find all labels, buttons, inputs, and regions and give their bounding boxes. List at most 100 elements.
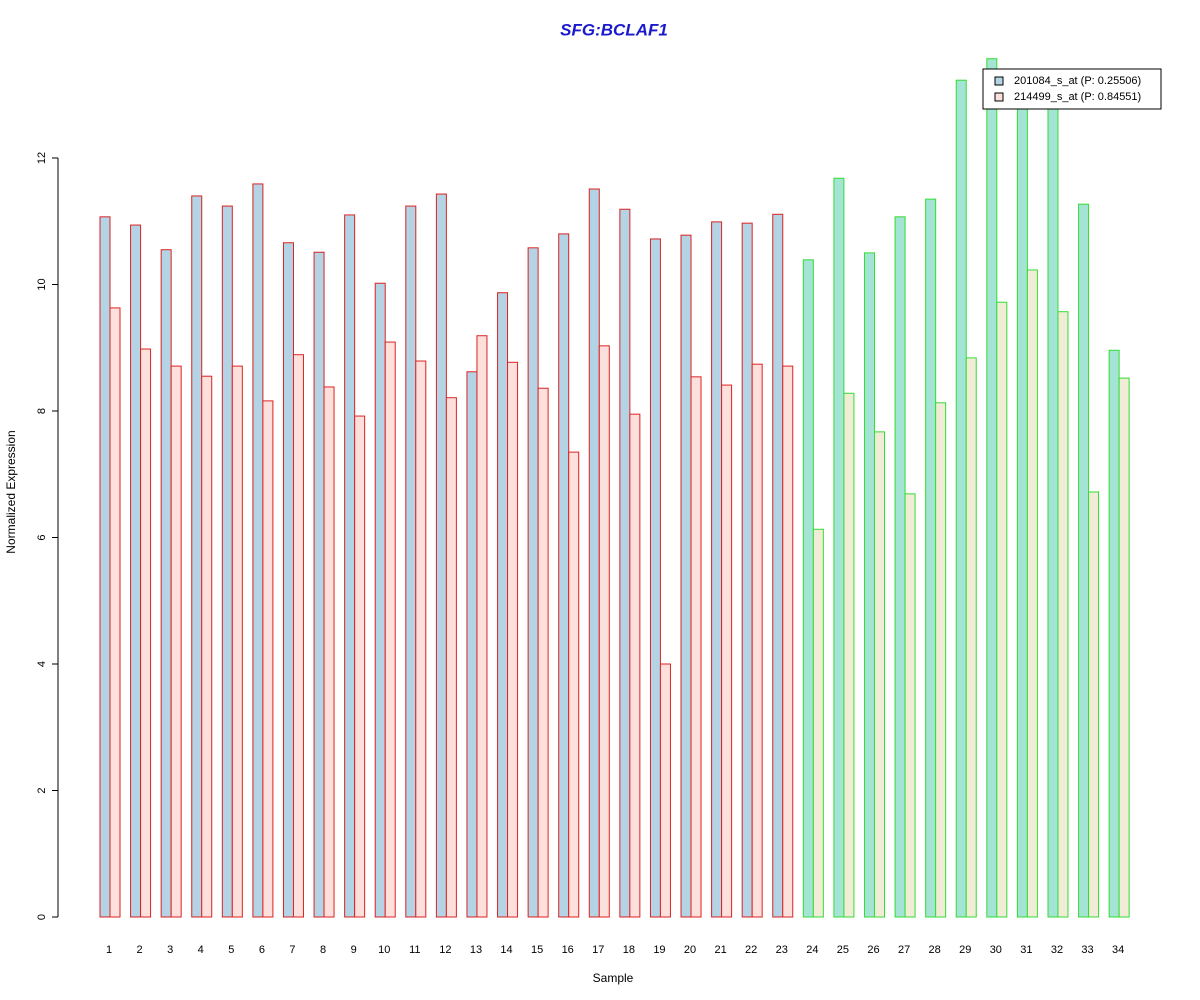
bar: [741, 222, 753, 918]
x-tick-label: 31: [1020, 944, 1032, 956]
bar: [221, 205, 233, 918]
x-tick-label: 20: [684, 944, 696, 956]
x-tick-label: 32: [1051, 944, 1063, 956]
bar: [690, 376, 702, 918]
x-tick-label: 4: [198, 944, 204, 956]
x-axis-label: Sample: [593, 971, 634, 985]
x-tick-label: 27: [898, 944, 910, 956]
bar: [935, 402, 947, 918]
bar: [812, 528, 824, 918]
x-tick-label: 30: [990, 944, 1002, 956]
bar: [843, 392, 855, 918]
bar: [680, 234, 692, 918]
bar: [782, 365, 794, 918]
bar: [1016, 87, 1028, 918]
bar: [649, 238, 661, 918]
bar: [568, 451, 580, 918]
bar: [1078, 203, 1090, 918]
bar: [588, 188, 600, 918]
x-tick-label: 23: [776, 944, 788, 956]
bar: [99, 216, 111, 918]
x-tick-label: 12: [439, 944, 451, 956]
x-tick-label: 18: [623, 944, 635, 956]
bar: [1026, 269, 1038, 918]
bar: [282, 242, 294, 918]
bar: [1108, 349, 1120, 918]
x-tick-label: 24: [806, 944, 818, 956]
bar: [965, 357, 977, 918]
x-tick-label: 17: [592, 944, 604, 956]
legend-swatch: [994, 92, 1004, 102]
bar: [629, 413, 641, 918]
bar: [130, 224, 142, 918]
bar: [476, 335, 488, 918]
x-tick-label: 5: [228, 944, 234, 956]
y-tick-label: 0: [36, 914, 48, 920]
legend-box: [982, 68, 1162, 110]
bar: [996, 301, 1008, 918]
bar: [619, 208, 631, 918]
bar: [109, 307, 121, 918]
x-tick-label: 14: [500, 944, 512, 956]
bar: [313, 251, 325, 918]
bar: [955, 79, 967, 918]
bar: [191, 195, 203, 918]
bar: [231, 365, 243, 918]
x-tick-label: 6: [259, 944, 265, 956]
bar: [1118, 377, 1130, 918]
bar: [751, 363, 763, 918]
chart-title: SFG:BCLAF1: [560, 20, 668, 39]
bar: [1088, 491, 1100, 918]
x-tick-label: 13: [470, 944, 482, 956]
bar: [170, 365, 182, 918]
x-tick-label: 11: [409, 944, 420, 956]
bar: [344, 214, 356, 918]
bar: [864, 252, 875, 918]
bar: [558, 233, 570, 918]
bar: [904, 493, 916, 918]
bar: [507, 361, 519, 918]
y-tick-label: 8: [36, 408, 48, 414]
x-tick-label: 33: [1081, 944, 1093, 956]
bar: [833, 177, 845, 918]
bar: [925, 198, 937, 918]
legend-swatch: [994, 76, 1004, 86]
x-tick-label: 15: [531, 944, 543, 956]
x-tick-label: 25: [837, 944, 849, 956]
y-tick-label: 6: [36, 534, 48, 540]
x-tick-label: 21: [714, 944, 726, 956]
bar: [894, 216, 906, 918]
bar: [354, 415, 366, 918]
x-tick-label: 26: [867, 944, 879, 956]
bar: [659, 663, 671, 918]
x-tick-label: 22: [745, 944, 757, 956]
bar: [497, 292, 509, 918]
x-tick-label: 3: [167, 944, 173, 956]
bar: [292, 354, 304, 918]
bar: [374, 282, 386, 918]
x-tick-label: 2: [137, 944, 143, 956]
x-tick-label: 16: [562, 944, 574, 956]
legend-label: 201084_s_at (P: 0.25506): [1014, 75, 1141, 87]
x-tick-label: 29: [959, 944, 971, 956]
x-tick-label: 8: [320, 944, 326, 956]
bar: [160, 249, 172, 918]
bar: [262, 400, 274, 918]
bar: [527, 247, 539, 918]
x-tick-label: 10: [378, 944, 390, 956]
y-tick-label: 10: [36, 278, 48, 290]
bar: [415, 360, 427, 918]
bar: [466, 371, 478, 918]
x-tick-label: 34: [1112, 944, 1124, 956]
bar: [405, 205, 417, 918]
bar: [874, 431, 885, 918]
y-axis-label: Normalized Expression: [4, 430, 18, 553]
bar: [445, 397, 457, 918]
bar: [435, 193, 447, 918]
bar: [772, 213, 784, 918]
bar: [986, 58, 998, 918]
bar: [201, 375, 213, 918]
x-tick-label: 7: [289, 944, 295, 956]
